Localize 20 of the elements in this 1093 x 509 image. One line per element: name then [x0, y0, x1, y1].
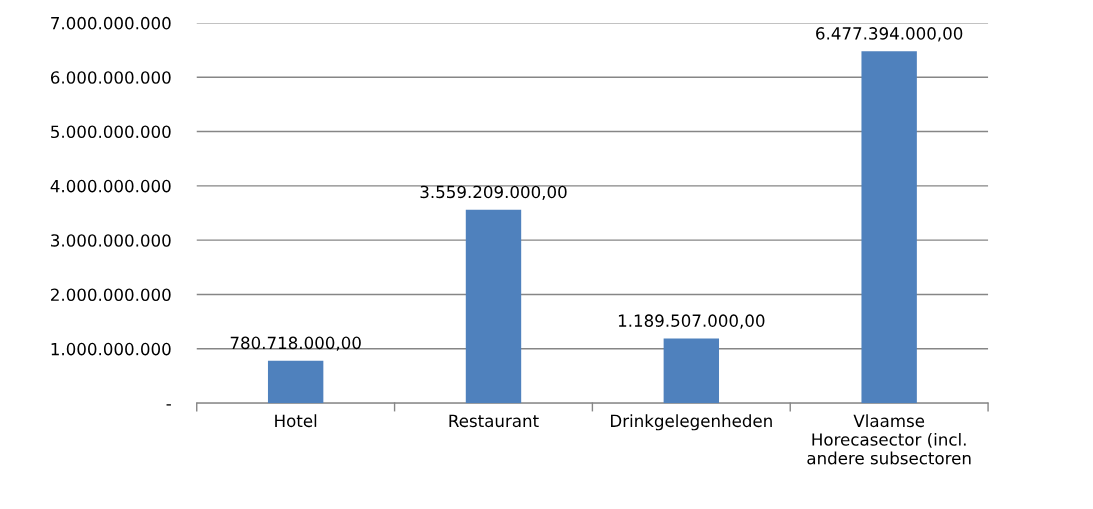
- y-tick-label: 1.000.000.000: [51, 342, 171, 356]
- y-tick-label: 7.000.000.000: [51, 16, 171, 30]
- bar: [861, 51, 917, 404]
- bar: [663, 338, 720, 404]
- y-tick-label: 3.000.000.000: [51, 234, 171, 247]
- data-label: 6.477.394.000,00: [816, 27, 963, 42]
- y-tick-label: 5.000.000.000: [51, 125, 171, 139]
- y-tick-label: -: [166, 404, 171, 406]
- x-tick-label: Restaurant: [449, 414, 539, 428]
- bar: [267, 360, 324, 404]
- bar: [465, 209, 522, 404]
- y-tick-label: 4.000.000.000: [50, 179, 171, 193]
- y-tick-label: 2.000.000.000: [51, 288, 171, 302]
- x-tick-label: Hotel: [275, 414, 317, 428]
- y-tick-label: 6.000.000.000: [50, 71, 171, 84]
- x-tick-label: Vlaamse Horecasector (incl. andere subsectoren: [807, 414, 971, 465]
- data-label: 1.189.507.000,00: [618, 314, 765, 329]
- x-tick-label: Drinkgelegenheden: [611, 414, 772, 431]
- data-label: 780.718.000,00: [230, 336, 361, 351]
- data-label: 3.559.209.000,00: [420, 185, 567, 200]
